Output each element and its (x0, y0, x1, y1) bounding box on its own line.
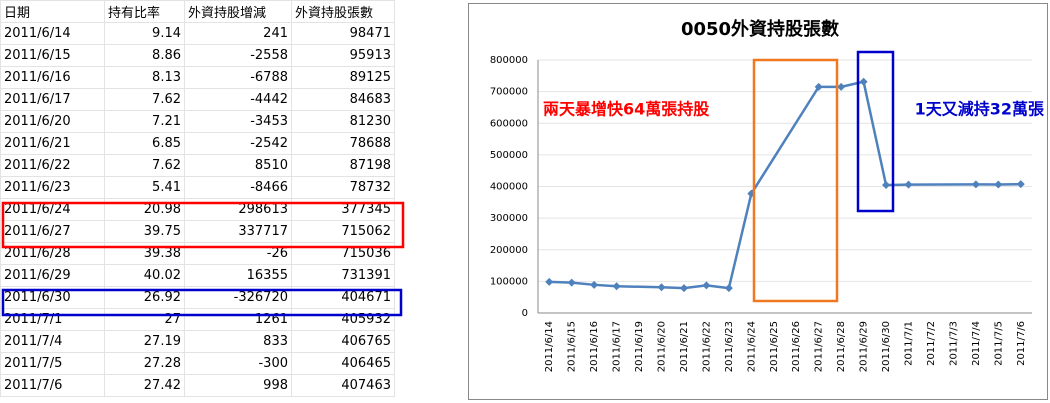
x-tick-label: 2011/6/14 (544, 321, 555, 372)
line-segment (706, 284, 730, 290)
x-tick-label: 2011/6/17 (612, 321, 623, 372)
marker (612, 282, 621, 291)
row: 2011/6/30 26.92 -326720 404671 (0, 286, 395, 309)
marker (814, 82, 823, 91)
y-tick-label: 200000 (490, 245, 528, 256)
cell: -300 (184, 352, 292, 375)
row: 2011/7/6 27.42 998 407463 (0, 374, 395, 397)
y-tick-label: 500000 (490, 150, 528, 161)
marker (545, 277, 554, 286)
highlight-box (1, 201, 405, 249)
cell: 78732 (291, 176, 395, 199)
cell: 7.62 (104, 154, 185, 177)
line-segment (727, 193, 753, 289)
cell: 407463 (291, 374, 395, 397)
highlight-box (752, 58, 839, 303)
marker (904, 180, 913, 189)
x-tick-label: 2011/7/4 (971, 321, 982, 366)
highlight-box (856, 50, 895, 213)
marker (971, 180, 980, 189)
cell: 2011/6/20 (0, 110, 105, 133)
cell: 2011/6/23 (0, 176, 105, 199)
marker (859, 77, 868, 86)
y-tick-label: 700000 (490, 87, 528, 98)
line-segment (840, 80, 864, 89)
highlight-box (1, 288, 403, 317)
x-tick-label: 2011/6/29 (859, 321, 870, 372)
annotation: 1天又減持32萬張 (915, 100, 1045, 119)
cell: 2011/6/16 (0, 66, 105, 89)
x-tick-label: 2011/7/5 (993, 321, 1004, 366)
marker (567, 278, 576, 287)
x-tick-label: 2011/6/16 (589, 321, 600, 372)
cell: 998 (184, 374, 292, 397)
annotation: 兩天暴增快64萬張持股 (543, 100, 710, 119)
line-segment (750, 86, 820, 195)
row: 2011/6/20 7.21 -3453 81230 (0, 110, 395, 133)
y-tick-label: 600000 (490, 118, 528, 129)
x-tick-label: 2011/6/24 (746, 321, 757, 372)
x-tick-label: 2011/7/3 (948, 321, 959, 366)
row: 2011/6/16 8.13 -6788 89125 (0, 66, 395, 89)
y-tick-label: 400000 (490, 182, 528, 193)
row: 2011/6/21 6.85 -2542 78688 (0, 132, 395, 155)
marker (702, 281, 711, 290)
cell: 27.42 (104, 374, 185, 397)
y-tick-label: 300000 (490, 213, 528, 224)
marker (994, 180, 1003, 189)
cell: -326720 (184, 286, 292, 309)
line-segment (683, 284, 707, 290)
cell: 2011/6/14 (0, 22, 105, 45)
cell: 2011/7/6 (0, 374, 105, 397)
x-tick-label: 2011/6/21 (679, 321, 690, 372)
cell: 731391 (291, 264, 395, 287)
marker (590, 280, 599, 289)
line-segment (616, 284, 662, 289)
x-tick-label: 2011/6/25 (769, 321, 780, 372)
x-tick-label: 2011/7/6 (1016, 321, 1027, 366)
cell: -8466 (184, 176, 292, 199)
y-tick-label: 800000 (490, 55, 528, 66)
cell: 89125 (291, 66, 395, 89)
x-tick-label: 2011/6/26 (791, 321, 802, 372)
x-tick-label: 2011/6/28 (836, 321, 847, 372)
marker (679, 284, 688, 293)
x-tick-label: 2011/6/30 (881, 321, 892, 372)
marker (724, 284, 733, 293)
x-tick-label: 2011/7/1 (904, 321, 915, 366)
row: 2011/6/17 7.62 -4442 84683 (0, 88, 395, 111)
marker (882, 181, 891, 190)
cell: 2011/6/17 (0, 88, 105, 111)
line-segment (862, 81, 888, 186)
x-tick-label: 2011/6/23 (724, 321, 735, 372)
marker (1016, 180, 1025, 189)
y-tick-label: 0 (522, 308, 528, 319)
marker (837, 82, 846, 91)
cell: 87198 (291, 154, 395, 177)
x-tick-label: 2011/6/20 (657, 321, 668, 372)
marker (657, 283, 666, 292)
x-tick-label: 2011/6/19 (634, 321, 645, 372)
y-tick-label: 100000 (490, 276, 528, 287)
cell: 2011/6/21 (0, 132, 105, 155)
chart-title: 0050外資持股張數 (681, 18, 839, 40)
cell: 27.19 (104, 330, 185, 353)
cell: 7.62 (104, 88, 185, 111)
chart-frame (468, 3, 1048, 400)
row: 2011/6/23 5.41 -8466 78732 (0, 176, 395, 199)
line-segment (571, 281, 595, 287)
cell: 84683 (291, 88, 395, 111)
x-tick-label: 2011/6/27 (814, 321, 825, 372)
row: 2011/6/15 8.86 -2558 95913 (0, 44, 395, 67)
cell: 404671 (291, 286, 395, 309)
x-tick-label: 2011/6/22 (701, 321, 712, 372)
cell: -2542 (184, 132, 292, 155)
x-tick-label: 2011/7/2 (926, 321, 937, 366)
x-tick-label: 2011/6/15 (567, 321, 578, 372)
spreadsheet: 日期 持有比率 外資持股增減 外資持股張數 2011/6/14 9.14 241 98471 2… (0, 0, 395, 397)
